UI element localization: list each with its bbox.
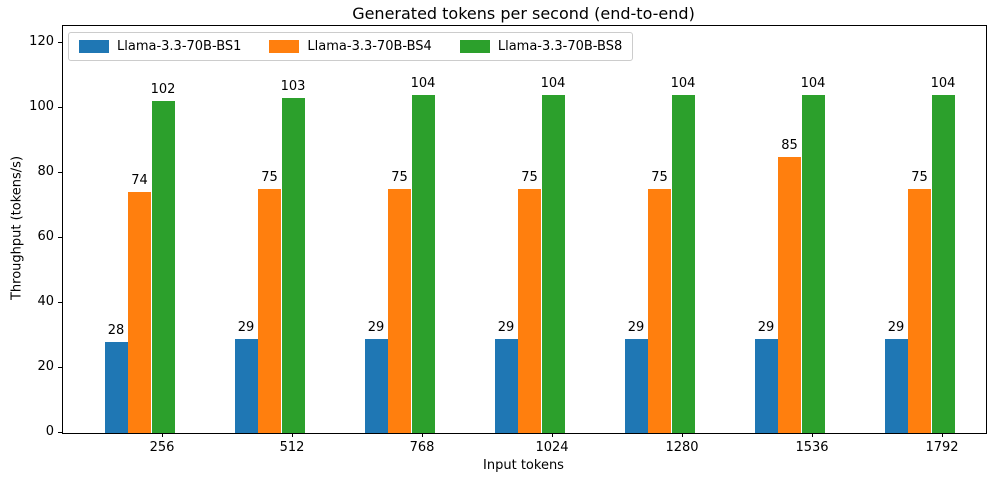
bar <box>671 94 695 433</box>
legend: Llama-3.3-70B-BS1 Llama-3.3-70B-BS4 Llama-… <box>68 32 634 61</box>
legend-item-label: Llama-3.3-70B-BS8 <box>497 39 623 54</box>
bar-value-label: 103 <box>280 79 306 95</box>
bar-value-label: 29 <box>757 319 775 335</box>
bar <box>624 338 648 433</box>
y-tick-mark <box>58 236 62 238</box>
legend-item: Llama-3.3-70B-BS1 <box>79 39 241 54</box>
bar-value-label: 75 <box>651 170 668 186</box>
bar-value-label: 104 <box>930 75 956 91</box>
x-tick-mark <box>682 433 683 437</box>
bar-value-label: 85 <box>781 137 798 153</box>
y-tick-mark <box>58 366 62 368</box>
x-tick-label: 768 <box>409 440 435 455</box>
bar <box>541 94 565 433</box>
bar-value-label: 104 <box>410 75 436 91</box>
y-tick-mark <box>58 301 62 303</box>
bar <box>258 189 281 433</box>
bar <box>908 189 931 433</box>
bar <box>388 189 411 433</box>
bar <box>234 338 258 433</box>
legend-swatch <box>269 40 300 53</box>
y-tick-mark <box>58 106 62 108</box>
bar <box>128 192 151 433</box>
x-tick-label: 256 <box>149 440 175 455</box>
bar <box>754 338 778 433</box>
y-tick-label: 0 <box>45 424 54 439</box>
y-tick-label: 40 <box>37 293 54 309</box>
bar <box>884 338 908 433</box>
bar <box>104 341 128 433</box>
legend-swatch <box>79 40 109 53</box>
chart-title: Generated tokens per second (end-to-end) <box>352 4 695 23</box>
bar-value-label: 104 <box>670 75 696 91</box>
bar <box>931 94 955 433</box>
bar <box>518 189 541 433</box>
y-tick-label: 80 <box>37 163 54 179</box>
legend-item-label: Llama-3.3-70B-BS1 <box>117 39 242 54</box>
bar <box>151 101 175 433</box>
bar-value-label: 75 <box>261 170 278 186</box>
x-tick-label: 1280 <box>665 440 699 455</box>
x-tick-mark <box>812 433 813 437</box>
bar <box>801 94 825 433</box>
bar <box>364 338 388 433</box>
bar-value-label: 74 <box>131 173 148 189</box>
x-tick-mark <box>162 433 163 437</box>
x-tick-label: 512 <box>279 440 305 455</box>
legend-item: Llama-3.3-70B-BS8 <box>459 39 623 54</box>
x-tick-mark <box>292 433 293 437</box>
bar-value-label: 75 <box>391 170 408 186</box>
bar-value-label: 29 <box>627 319 645 335</box>
bar-value-label: 104 <box>540 75 566 91</box>
y-tick-label: 20 <box>37 358 54 374</box>
x-tick-label: 1536 <box>795 440 829 455</box>
legend-item-label: Llama-3.3-70B-BS4 <box>307 39 432 54</box>
x-tick-mark <box>552 433 553 437</box>
legend-item: Llama-3.3-70B-BS4 <box>269 39 432 54</box>
x-tick-mark <box>422 433 423 437</box>
x-tick-mark <box>942 433 943 437</box>
x-tick-label: 1024 <box>535 440 569 455</box>
legend-swatch <box>459 40 490 53</box>
y-tick-mark <box>58 171 62 173</box>
bar <box>281 98 305 433</box>
bar-value-label: 29 <box>367 319 385 335</box>
bar-value-label: 29 <box>887 319 905 335</box>
bar-value-label: 28 <box>107 322 125 338</box>
bar-value-label: 75 <box>911 170 928 186</box>
bar-value-label: 75 <box>521 170 538 186</box>
bar-value-label: 102 <box>150 82 176 98</box>
bar <box>494 338 518 433</box>
x-tick-label: 1792 <box>925 440 959 455</box>
y-tick-label: 60 <box>37 228 54 244</box>
y-tick-label: 100 <box>29 98 54 114</box>
bar <box>778 156 801 433</box>
y-tick-mark <box>58 432 62 433</box>
y-tick-label: 120 <box>29 33 54 49</box>
x-axis-label: Input tokens <box>483 458 564 473</box>
y-tick-mark <box>58 41 62 43</box>
bar <box>411 94 435 433</box>
plot-area: Llama-3.3-70B-BS1 Llama-3.3-70B-BS4 Llama-… <box>62 25 987 434</box>
bar-value-label: 104 <box>800 75 826 91</box>
bar-value-label: 29 <box>237 319 255 335</box>
bar-value-label: 29 <box>497 319 515 335</box>
bar <box>648 189 671 433</box>
